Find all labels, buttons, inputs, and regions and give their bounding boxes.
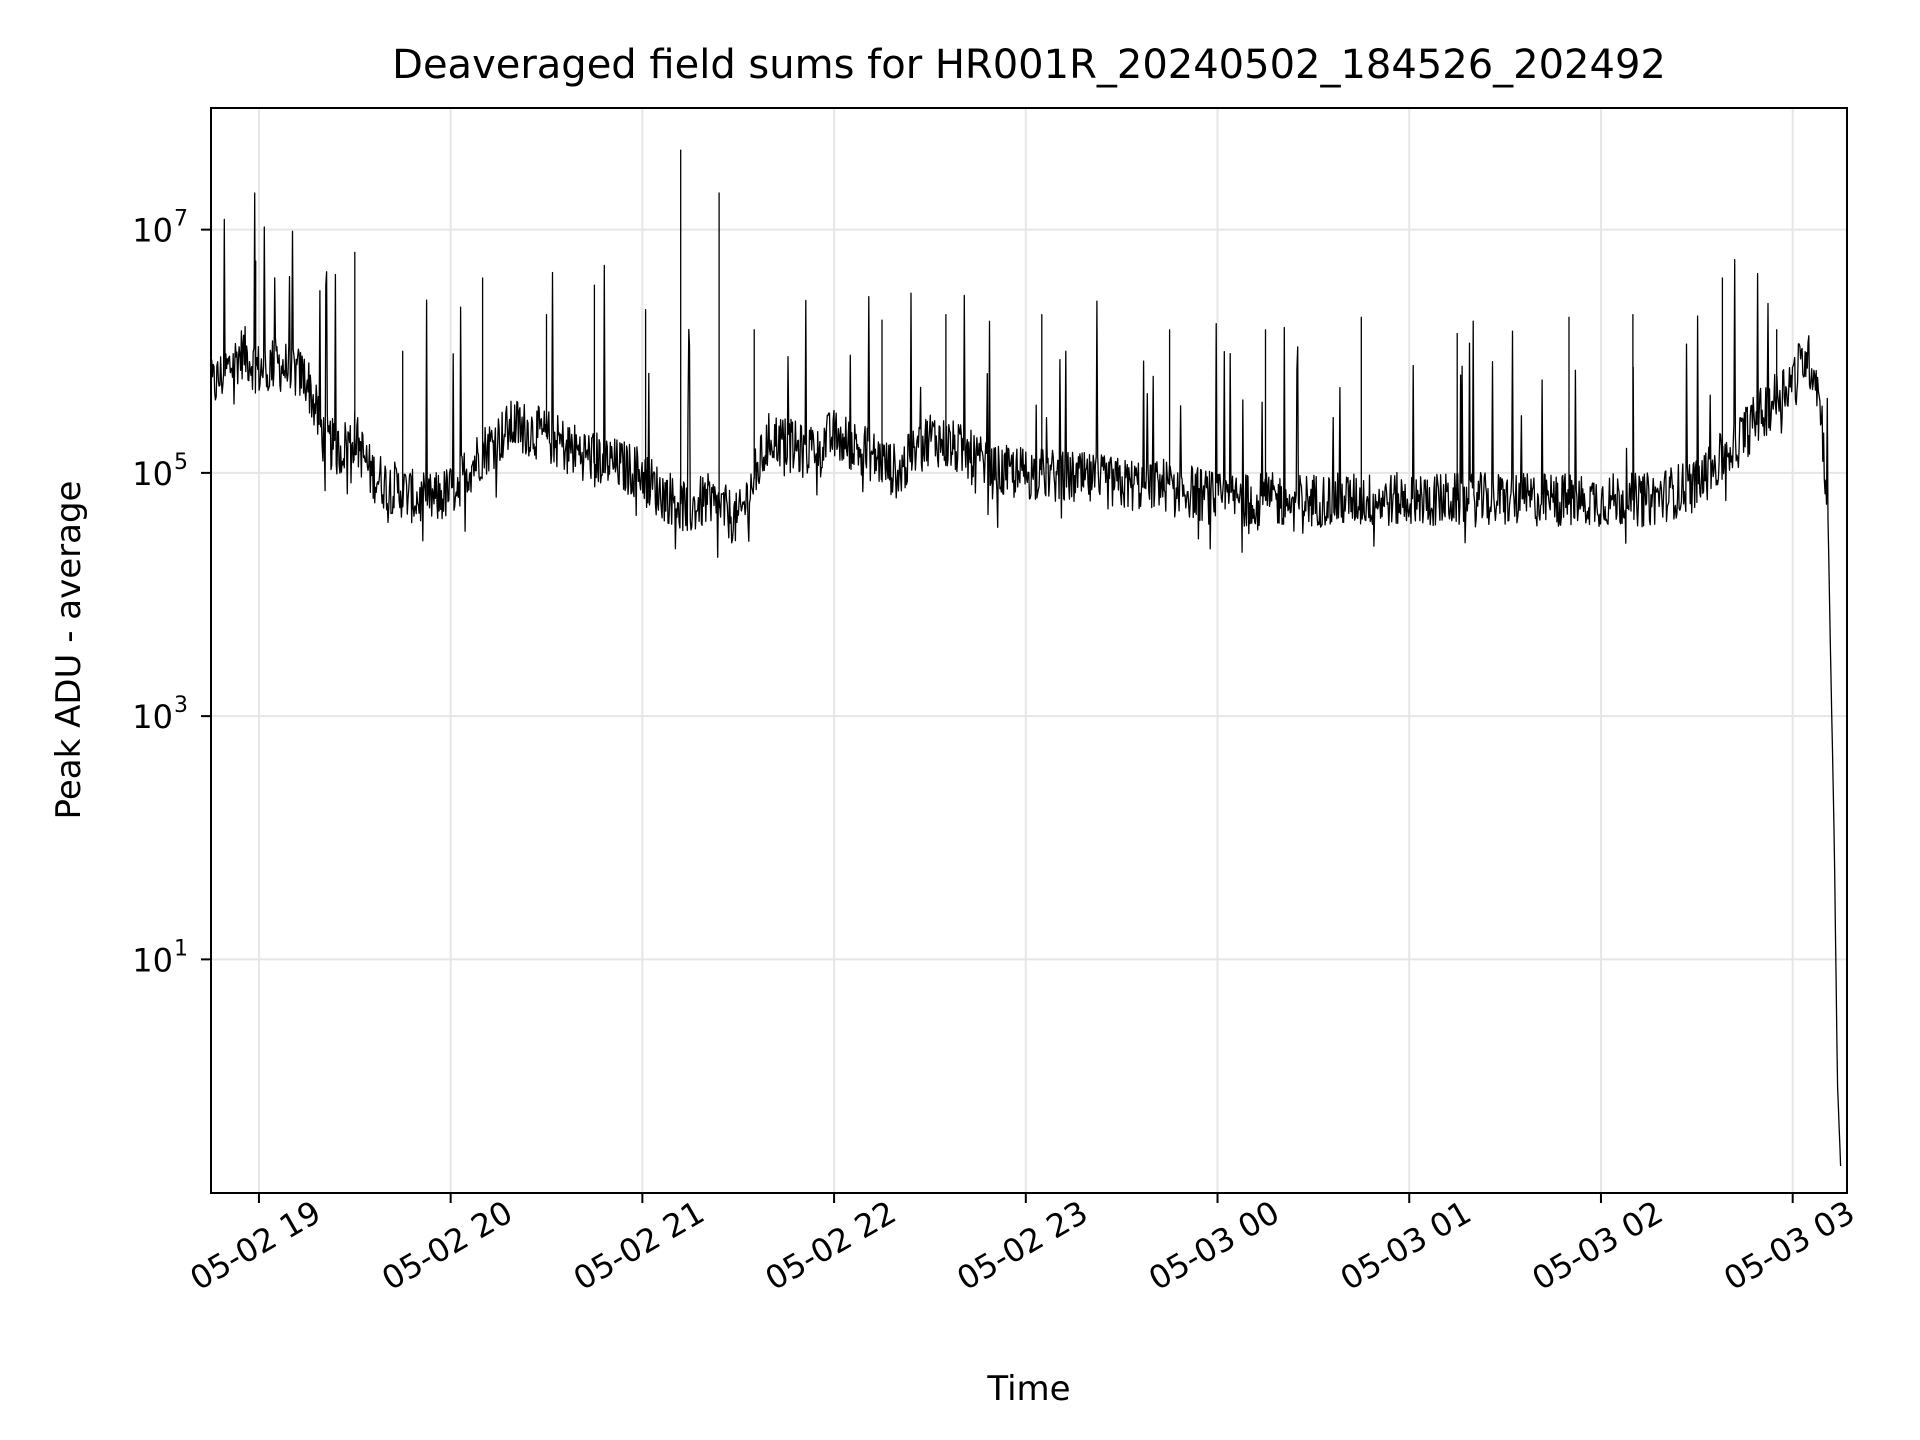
- chart-title: Deaveraged field sums for HR001R_2024050…: [392, 42, 1666, 88]
- grid: [211, 108, 1847, 1193]
- y-tick-label: 10: [132, 212, 173, 250]
- x-axis-label: Time: [986, 1369, 1070, 1409]
- plot-frame: [210, 107, 1848, 1194]
- y-tick-exponent: 7: [174, 207, 188, 232]
- y-tick-exponent: 1: [174, 936, 188, 961]
- y-tick-label: 10: [132, 455, 173, 493]
- y-tick-exponent: 5: [174, 450, 188, 475]
- y-tick-label: 10: [132, 941, 173, 979]
- y-tick-label: 10: [132, 698, 173, 736]
- y-axis-label: Peak ADU - average: [49, 481, 89, 820]
- series-line: [210, 149, 1842, 1167]
- series-layer: [210, 149, 1842, 1167]
- y-tick-exponent: 3: [174, 693, 188, 718]
